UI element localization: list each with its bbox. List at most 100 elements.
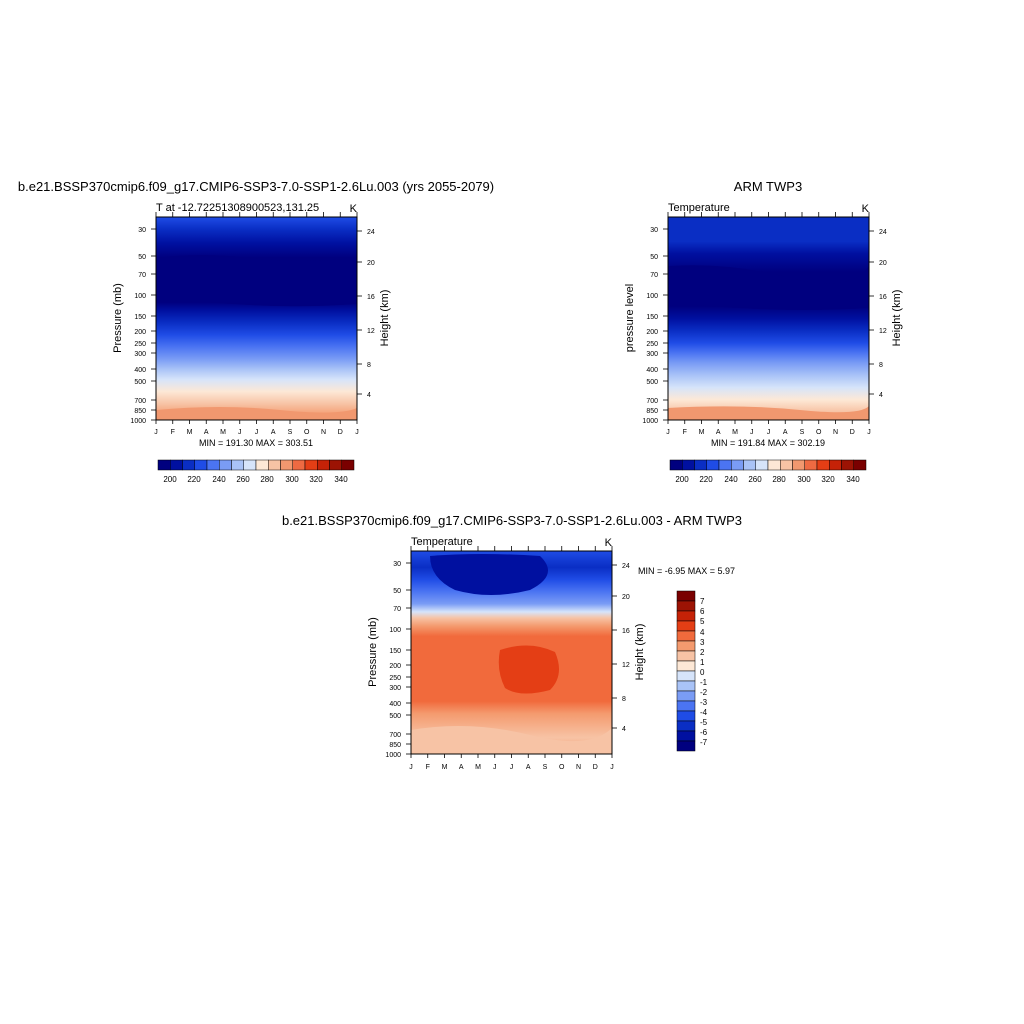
contour-band-cold-core xyxy=(668,265,869,310)
y-tick-label-right: 8 xyxy=(879,362,883,369)
y-tick-label: 700 xyxy=(389,732,401,739)
x-tick-label: M xyxy=(442,764,448,771)
colorbar-swatch xyxy=(676,650,696,662)
plot-field xyxy=(667,216,870,421)
colorbar: 200 220 240 260 280 300 320 340 xyxy=(157,459,355,484)
temperature-field xyxy=(668,217,869,420)
colorbar-labels: 200 220 240 260 280 300 320 340 xyxy=(675,475,860,484)
y-tick-label: 200 xyxy=(134,329,146,336)
panel-right-label: K xyxy=(350,203,358,215)
y-tick-label: 30 xyxy=(138,227,146,234)
y-tick-label-right: 8 xyxy=(367,362,371,369)
y-tick-label: 250 xyxy=(646,341,658,348)
y-tick-label-right: 16 xyxy=(879,294,887,301)
x-tick-label: J xyxy=(666,429,670,436)
colorbar-swatch xyxy=(676,680,696,692)
y-tick-label-right: 8 xyxy=(622,696,626,703)
colorbar-label: -6 xyxy=(700,728,708,737)
y-tick-label: 400 xyxy=(389,701,401,708)
contour-band-surface xyxy=(668,406,869,420)
y-tick-marks-right xyxy=(612,564,617,729)
colorbar-swatch xyxy=(676,640,696,652)
x-tick-label: J xyxy=(510,764,514,771)
y-tick-label-right: 20 xyxy=(367,260,375,267)
x-tick-label: M xyxy=(699,429,705,436)
y-tick-label: 850 xyxy=(389,742,401,749)
y-tick-label: 250 xyxy=(134,341,146,348)
contour-warm-anomaly xyxy=(498,645,559,694)
x-tick-marks xyxy=(410,546,613,758)
colorbar-swatch xyxy=(676,720,696,732)
contour-band-surface xyxy=(156,407,357,420)
y-tick-label: 150 xyxy=(389,648,401,655)
y-tick-label-right: 20 xyxy=(622,594,630,601)
y-axis-label: pressure level xyxy=(624,284,636,352)
colorbar-swatch xyxy=(206,459,220,471)
y-tick-label-right: 12 xyxy=(622,662,630,669)
colorbar-swatch xyxy=(676,590,696,602)
colorbar-swatch xyxy=(676,620,696,632)
y-tick-label: 30 xyxy=(393,561,401,568)
x-tick-label: A xyxy=(716,429,721,436)
y-tick-label: 300 xyxy=(389,685,401,692)
x-tick-label: J xyxy=(610,764,614,771)
colorbar-swatch xyxy=(676,610,696,622)
colorbar-swatch xyxy=(341,459,355,471)
y-axis-label-right: Height (km) xyxy=(634,624,646,681)
y-tick-label-right: 20 xyxy=(879,260,887,267)
colorbar-label: 200 xyxy=(675,475,689,484)
colorbar-label: 320 xyxy=(821,475,835,484)
y-tick-label-right: 24 xyxy=(367,229,375,236)
x-tick-label: M xyxy=(187,429,193,436)
colorbar-swatch xyxy=(731,459,744,471)
y-tick-label-right: 12 xyxy=(879,328,887,335)
y-ticks-left: 30 50 70 100 150 200 250 300 400 500 700… xyxy=(642,227,658,425)
y-tick-label: 50 xyxy=(393,588,401,595)
y-tick-label: 500 xyxy=(389,713,401,720)
x-tick-marks xyxy=(155,212,358,424)
y-tick-label-right: 4 xyxy=(622,726,626,733)
y-axis-label: Pressure (mb) xyxy=(367,617,379,687)
colorbar-label: -7 xyxy=(700,738,708,747)
x-tick-label: J xyxy=(255,429,259,436)
colorbar-swatch xyxy=(243,459,257,471)
x-tick-label: N xyxy=(833,429,838,436)
colorbar-swatch xyxy=(829,459,842,471)
colorbar-swatch xyxy=(682,459,695,471)
panel-right-label: K xyxy=(605,537,613,549)
colorbar-label: 300 xyxy=(285,475,299,484)
colorbar-label: 3 xyxy=(700,638,705,647)
colorbar-swatch xyxy=(743,459,756,471)
x-tick-label: F xyxy=(426,764,430,771)
y-tick-label: 700 xyxy=(646,398,658,405)
y-ticks-left: 30 50 70 100 150 200 250 300 400 500 700… xyxy=(130,227,146,425)
panel-left-label: Temperature xyxy=(411,536,473,548)
y-ticks-right: 24 20 16 12 8 4 xyxy=(879,229,887,399)
x-tick-label: O xyxy=(816,429,822,436)
y-tick-label: 1000 xyxy=(130,418,146,425)
x-tick-label: D xyxy=(850,429,855,436)
y-tick-label: 70 xyxy=(393,606,401,613)
y-tick-label: 100 xyxy=(389,627,401,634)
x-tick-label: A xyxy=(526,764,531,771)
colorbar-label: 220 xyxy=(187,475,201,484)
y-tick-label: 700 xyxy=(134,398,146,405)
plot-field xyxy=(410,550,613,755)
colorbar-swatch xyxy=(157,459,171,471)
colorbar-swatch xyxy=(706,459,720,471)
y-tick-label-right: 12 xyxy=(367,328,375,335)
colorbar-swatch xyxy=(676,740,696,752)
x-tick-label: N xyxy=(576,764,581,771)
y-tick-marks-left xyxy=(406,562,411,755)
y-tick-label-right: 4 xyxy=(367,392,371,399)
y-tick-label: 200 xyxy=(646,329,658,336)
min-max-text: MIN = 191.84 MAX = 302.19 xyxy=(711,438,825,448)
y-tick-label: 70 xyxy=(138,272,146,279)
x-tick-label: A xyxy=(271,429,276,436)
colorbar-labels: 200 220 240 260 280 300 320 340 xyxy=(163,475,348,484)
plot-field xyxy=(155,216,358,421)
colorbar-swatch xyxy=(841,459,854,471)
y-tick-label: 850 xyxy=(646,408,658,415)
x-tick-label: J xyxy=(867,429,871,436)
